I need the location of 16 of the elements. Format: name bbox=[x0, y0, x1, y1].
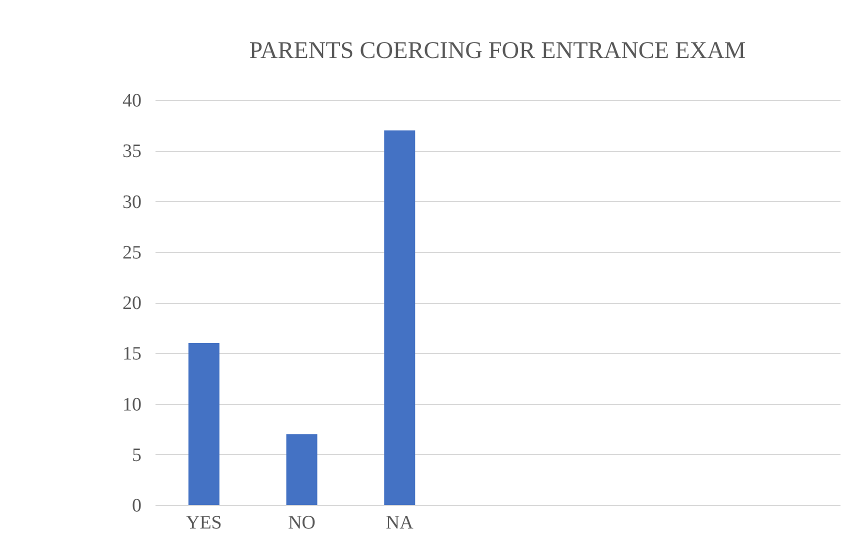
bar bbox=[286, 434, 318, 505]
y-tick-label: 5 bbox=[132, 444, 142, 466]
y-tick-label: 20 bbox=[122, 293, 142, 314]
x-tick-label: YES bbox=[186, 512, 222, 534]
chart-title: PARENTS COERCING FOR ENTRANCE EXAM bbox=[249, 38, 746, 64]
y-tick-label: 40 bbox=[122, 90, 142, 112]
x-tick-label: NA bbox=[386, 512, 414, 534]
bar bbox=[384, 130, 416, 505]
x-tick-label: NO bbox=[288, 512, 316, 534]
bar bbox=[188, 343, 220, 505]
y-tick-label: 15 bbox=[122, 344, 142, 365]
y-tick-label: 35 bbox=[122, 141, 142, 162]
y-tick-label: 0 bbox=[132, 496, 142, 516]
y-tick-label: 30 bbox=[122, 192, 142, 213]
y-tick-label: 25 bbox=[122, 242, 142, 264]
y-tick-label: 10 bbox=[122, 394, 142, 416]
